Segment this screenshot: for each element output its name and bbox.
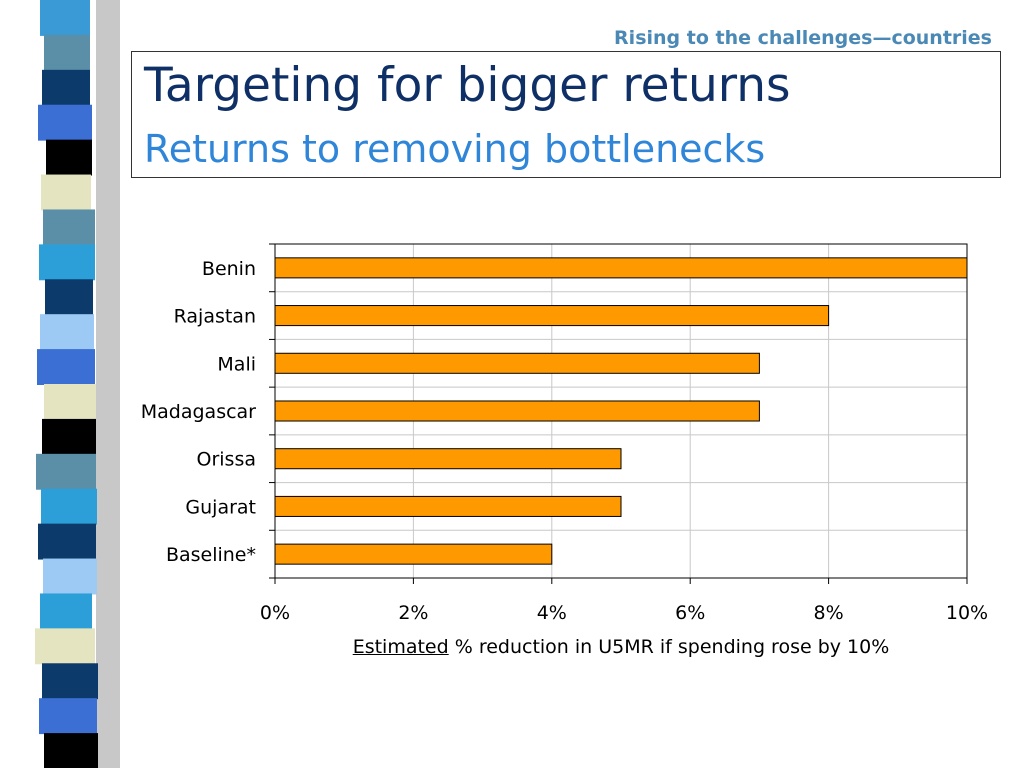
x-tick-label: 6%: [675, 602, 705, 624]
strip-segment: [46, 139, 92, 176]
strip-segment: [44, 384, 96, 420]
bar: [274, 257, 968, 279]
strip-segment: [35, 628, 95, 665]
strip-segment: [41, 488, 97, 525]
y-tick-label: Baseline*: [166, 544, 256, 566]
strip-segment: [38, 523, 96, 560]
strip-segment: [39, 698, 97, 735]
y-tick-label: Gujarat: [185, 496, 256, 518]
bar: [274, 448, 622, 470]
strip-segment: [37, 349, 95, 385]
strip-segment: [40, 314, 94, 351]
bar: [274, 400, 760, 422]
strip-segment: [40, 0, 90, 36]
strip-segment: [43, 558, 97, 595]
page-subtitle: Returns to removing bottlenecks: [144, 127, 766, 171]
strip-segment: [44, 733, 98, 768]
x-axis-label-rest: % reduction in U5MR if spending rose by …: [448, 636, 890, 658]
strip-segment: [44, 34, 90, 71]
y-tick-label: Rajastan: [174, 306, 256, 328]
strip-segment: [42, 418, 96, 455]
page-title: Targeting for bigger returns: [144, 58, 791, 113]
x-axis-label: Estimated % reduction in U5MR if spendin…: [0, 636, 1024, 658]
y-tick-label: Benin: [202, 258, 256, 280]
strip-segment: [45, 279, 93, 316]
bar: [274, 352, 760, 374]
bar: [274, 495, 622, 517]
x-tick-label: 8%: [814, 602, 844, 624]
strip-segment: [43, 209, 95, 246]
x-tick-label: 10%: [946, 602, 988, 624]
bar: [274, 305, 830, 327]
x-tick-label: 0%: [260, 602, 290, 624]
x-axis-label-emphasis: Estimated: [352, 636, 449, 658]
y-tick-label: Madagascar: [141, 401, 256, 423]
strip-segment: [42, 663, 98, 700]
decorative-color-strip: [35, 0, 120, 768]
strip-shadow: [96, 0, 120, 768]
strip-segment: [41, 174, 91, 211]
y-tick-label: Orissa: [197, 449, 257, 471]
strip-segment: [38, 104, 92, 141]
strip-segment: [39, 244, 95, 281]
title-box: Targeting for bigger returns Returns to …: [131, 51, 1001, 178]
strip-segment: [42, 69, 90, 106]
y-tick-label: Mali: [217, 353, 256, 375]
strip-segment: [36, 453, 96, 490]
section-label: Rising to the challenges—countries: [614, 27, 992, 49]
strip-segment: [40, 593, 92, 630]
x-tick-label: 2%: [398, 602, 428, 624]
bar: [274, 543, 553, 565]
x-tick-label: 4%: [537, 602, 567, 624]
